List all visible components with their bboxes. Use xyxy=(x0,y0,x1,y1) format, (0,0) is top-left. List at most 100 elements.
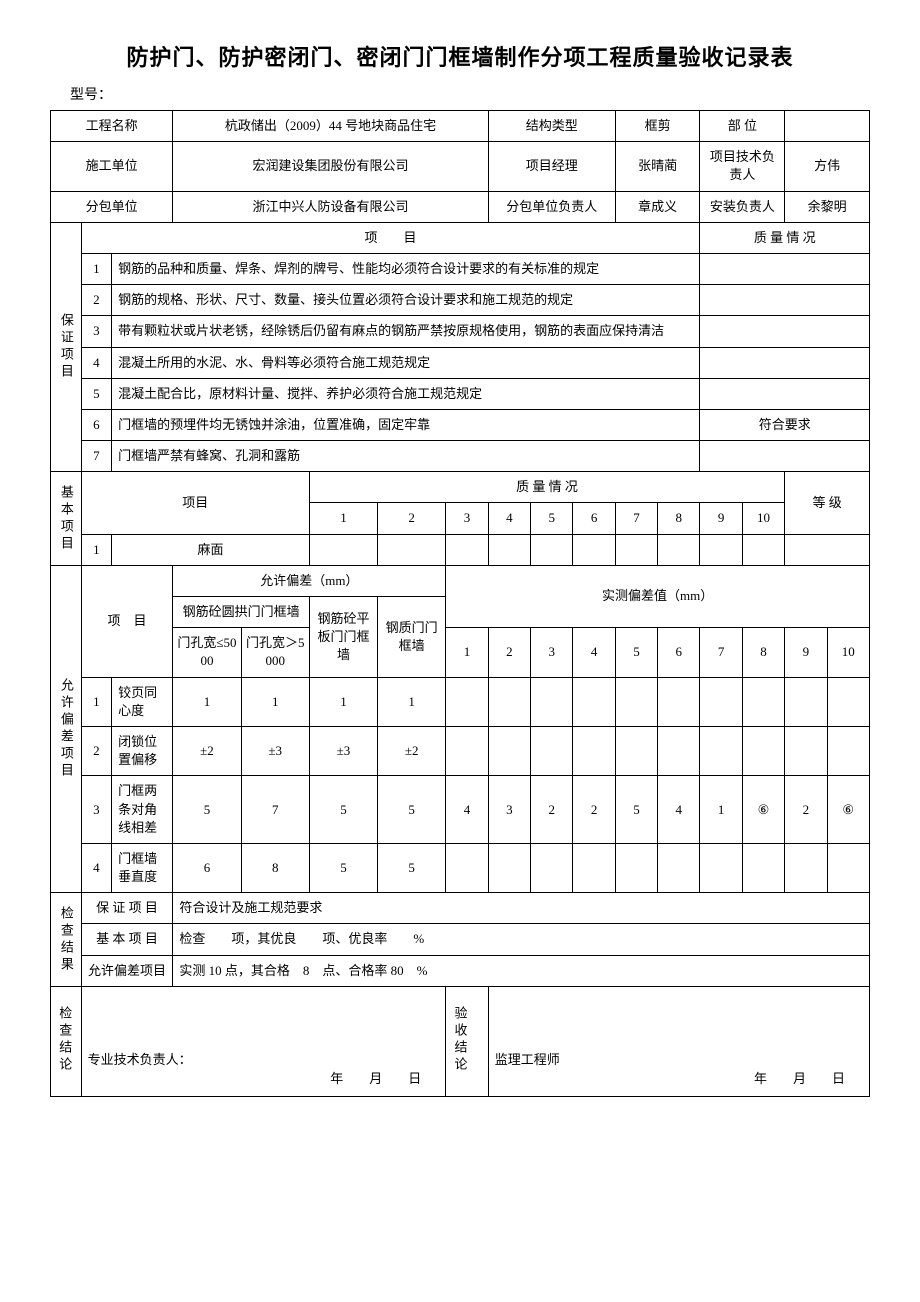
m-col: 6 xyxy=(658,628,700,677)
d-m xyxy=(446,677,488,726)
d-m xyxy=(446,726,488,775)
check-side-label: 检查结果 xyxy=(51,893,82,987)
struct-type-label: 结构类型 xyxy=(488,111,615,142)
deviation-side-label: 允许偏差项目 xyxy=(51,565,82,892)
basic-col: 8 xyxy=(658,503,700,534)
g-row-txt: 钢筋的规格、形状、尺寸、数量、接头位置必须符合设计要求和施工规范的规定 xyxy=(112,285,700,316)
basic-cell xyxy=(531,534,573,565)
g-row-txt: 门框墙严禁有蜂窝、孔洞和露筋 xyxy=(112,441,700,472)
d-m: 4 xyxy=(658,776,700,844)
d-m xyxy=(488,677,530,726)
d-m xyxy=(446,843,488,892)
g-row-n: 4 xyxy=(81,347,112,378)
g-row-n: 6 xyxy=(81,409,112,440)
deviation-arch-label: 钢筋砼圆拱门门框墙 xyxy=(173,597,309,628)
basic-cell xyxy=(378,534,446,565)
g-row-q xyxy=(700,316,870,347)
d-m xyxy=(615,726,657,775)
d-row-name: 门框两条对角线相差 xyxy=(112,776,173,844)
basic-project-label: 项目 xyxy=(81,472,309,534)
m-col: 2 xyxy=(488,628,530,677)
basic-col: 10 xyxy=(742,503,784,534)
conclusion-sign-1: 专业技术负责人： 年 月 日 xyxy=(81,986,446,1096)
deviation-measured-label: 实测偏差值（mm） xyxy=(446,565,870,627)
d-d: 5 xyxy=(378,776,446,844)
d-m: 4 xyxy=(446,776,488,844)
basic-grade-label: 等 级 xyxy=(785,472,870,534)
basic-row-txt: 麻面 xyxy=(112,534,310,565)
sub-unit: 浙江中兴人防设备有限公司 xyxy=(173,191,488,222)
g-row-q xyxy=(700,253,870,284)
d-c: 1 xyxy=(309,677,377,726)
struct-type: 框剪 xyxy=(615,111,700,142)
deviation-project-label: 项 目 xyxy=(81,565,173,677)
check-r2-label: 基 本 项 目 xyxy=(81,924,173,955)
d-m: 5 xyxy=(615,776,657,844)
d-a: 1 xyxy=(173,677,241,726)
basic-cell xyxy=(615,534,657,565)
basic-col: 9 xyxy=(700,503,742,534)
deviation-flat-label: 钢筋砼平板门门框墙 xyxy=(309,597,377,678)
d-m: 2 xyxy=(531,776,573,844)
d-m xyxy=(827,726,869,775)
m-col: 4 xyxy=(573,628,615,677)
pm-label: 项目经理 xyxy=(488,142,615,191)
conclusion-side-1: 检查结论 xyxy=(51,986,82,1096)
deviation-w1: 门孔宽≤5000 xyxy=(173,628,241,677)
g-row-txt: 混凝土配合比，原材料计量、搅拌、养护必须符合施工规范规定 xyxy=(112,378,700,409)
m-col: 5 xyxy=(615,628,657,677)
basic-cell xyxy=(488,534,530,565)
deviation-allow-label: 允许偏差（mm） xyxy=(173,565,446,596)
d-row-n: 4 xyxy=(81,843,112,892)
m-col: 9 xyxy=(785,628,827,677)
d-m xyxy=(531,843,573,892)
d-m xyxy=(785,677,827,726)
d-row-n: 2 xyxy=(81,726,112,775)
basic-col: 4 xyxy=(488,503,530,534)
d-m xyxy=(573,843,615,892)
basic-side-label: 基本项目 xyxy=(51,472,82,566)
g-row-q: 符合要求 xyxy=(700,409,870,440)
d-m: 1 xyxy=(700,776,742,844)
g-row-txt: 混凝土所用的水泥、水、骨料等必须符合施工规范规定 xyxy=(112,347,700,378)
position xyxy=(785,111,870,142)
install-lead-label: 安装负责人 xyxy=(700,191,785,222)
basic-cell xyxy=(573,534,615,565)
basic-col: 7 xyxy=(615,503,657,534)
basic-col: 3 xyxy=(446,503,488,534)
d-m xyxy=(742,677,784,726)
basic-cell xyxy=(658,534,700,565)
construct-unit-label: 施工单位 xyxy=(51,142,173,191)
basic-col: 2 xyxy=(378,503,446,534)
d-m: ⑥ xyxy=(827,776,869,844)
d-m xyxy=(700,726,742,775)
d-m xyxy=(827,843,869,892)
d-m xyxy=(488,726,530,775)
d-m xyxy=(827,677,869,726)
d-a: ±2 xyxy=(173,726,241,775)
header-row-1: 工程名称 杭政储出（2009）44 号地块商品住宅 结构类型 框剪 部 位 xyxy=(51,111,870,142)
basic-row-n: 1 xyxy=(81,534,112,565)
sub-unit-label: 分包单位 xyxy=(51,191,173,222)
basic-grade-cell xyxy=(785,534,870,565)
conclusion-sign-2: 监理工程师 年 月 日 xyxy=(488,986,869,1096)
project-name: 杭政储出（2009）44 号地块商品住宅 xyxy=(173,111,488,142)
g-row-txt: 门框墙的预埋件均无锈蚀并涂油，位置准确，固定牢靠 xyxy=(112,409,700,440)
sub-lead: 章成义 xyxy=(615,191,700,222)
g-row-n: 1 xyxy=(81,253,112,284)
m-col: 8 xyxy=(742,628,784,677)
d-m: 3 xyxy=(488,776,530,844)
d-m xyxy=(785,843,827,892)
check-r3-val: 实测 10 点，其合格 8 点、合格率 80 % xyxy=(173,955,870,986)
g-row-q xyxy=(700,285,870,316)
check-r3-label: 允许偏差项目 xyxy=(81,955,173,986)
d-m xyxy=(658,843,700,892)
d-d: 1 xyxy=(378,677,446,726)
d-m: 2 xyxy=(573,776,615,844)
m-col: 1 xyxy=(446,628,488,677)
project-name-label: 工程名称 xyxy=(51,111,173,142)
basic-col: 1 xyxy=(309,503,377,534)
deviation-steel-label: 钢质门门框墙 xyxy=(378,597,446,678)
d-a: 6 xyxy=(173,843,241,892)
d-c: 5 xyxy=(309,776,377,844)
